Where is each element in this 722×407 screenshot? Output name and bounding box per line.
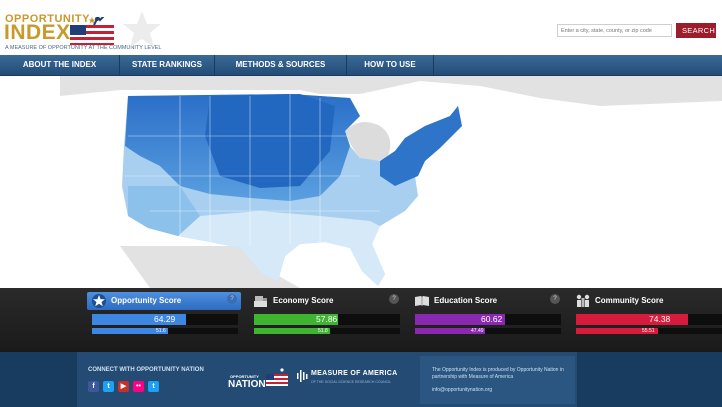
twitter-icon[interactable]: t <box>103 381 114 392</box>
upper-midwest-region[interactable] <box>205 94 335 188</box>
logo-word-index: INDEX <box>4 21 71 44</box>
nation-small-label: OPPORTUNITY <box>230 374 259 379</box>
footer-info-box <box>420 356 575 404</box>
education-benchmark-value: 47.49 <box>471 328 484 334</box>
search-input[interactable] <box>557 24 672 37</box>
economy-benchmark-bar: 51.8 <box>254 328 400 334</box>
star-icon <box>92 294 106 308</box>
opportunity-score-header[interactable]: Opportunity Score ? <box>87 292 241 310</box>
decorative-star-icon <box>123 11 161 47</box>
nav-how-to-use[interactable]: HOW TO USE <box>347 55 434 75</box>
southern-states-region[interactable] <box>178 211 385 286</box>
flag-icon <box>70 17 114 45</box>
us-opportunity-map[interactable] <box>0 76 722 288</box>
great-lakes <box>345 122 391 162</box>
economy-benchmark-value: 51.8 <box>318 328 328 334</box>
measure-of-america-sub: OF THE SOCIAL SCIENCE RESEARCH COUNCIL <box>311 380 392 384</box>
economy-score-label: Economy Score <box>273 296 334 305</box>
us-map-svg[interactable] <box>0 76 722 288</box>
cash-register-icon <box>254 296 267 307</box>
community-score-fill <box>576 314 688 325</box>
community-benchmark-bar: 55.51 <box>576 328 722 334</box>
economy-score-value: 57.86 <box>316 314 338 324</box>
youtube-icon[interactable]: ▶ <box>118 381 129 392</box>
community-score-label: Community Score <box>595 296 664 305</box>
opportunity-score-fill <box>92 314 186 325</box>
score-panel: Opportunity Score ? 64.29 51.6 Economy S… <box>0 288 722 352</box>
state-borders <box>125 94 380 246</box>
economy-score-bar: 57.86 <box>254 314 400 325</box>
opportunity-benchmark-bar: 51.6 <box>92 328 238 334</box>
help-icon[interactable]: ? <box>389 294 399 304</box>
economy-score-fill <box>254 314 338 325</box>
canada-landmass <box>60 76 722 106</box>
logo-word-opportunity: OPPORTUNITY <box>5 13 90 25</box>
education-score-value: 60.62 <box>481 314 503 324</box>
header: OPPORTUNITY INDEX A MEASURE OF OPPORTUNI… <box>0 0 722 55</box>
opportunity-score-value: 64.29 <box>154 314 176 324</box>
northeast-region[interactable] <box>380 106 462 186</box>
nation-flag-icon <box>266 368 288 386</box>
education-score-bar: 60.62 <box>415 314 561 325</box>
education-benchmark-fill <box>415 328 485 334</box>
opportunity-benchmark-value: 51.6 <box>156 328 166 334</box>
mexico-landmass <box>120 246 300 288</box>
people-icon <box>576 294 590 307</box>
twitter-icon[interactable]: t <box>148 381 159 392</box>
contact-email-link[interactable]: info@opportunitynation.org <box>432 387 493 393</box>
help-icon[interactable]: ? <box>550 294 560 304</box>
facebook-icon[interactable]: f <box>88 381 99 392</box>
education-benchmark-bar: 47.49 <box>415 328 561 334</box>
nav-about-the-index[interactable]: ABOUT THE INDEX <box>0 55 120 75</box>
opportunity-score-card[interactable]: Opportunity Score ? 64.29 51.6 <box>87 292 241 346</box>
economy-benchmark-fill <box>254 328 330 334</box>
economy-score-card[interactable]: Economy Score ? 57.86 51.8 <box>249 292 403 346</box>
produced-by-text: The Opportunity Index is produced by Opp… <box>432 367 564 380</box>
help-icon[interactable]: ? <box>227 294 237 304</box>
nav-state-rankings[interactable]: STATE RANKINGS <box>120 55 215 75</box>
community-score-bar: 74.38 <box>576 314 722 325</box>
connect-label: CONNECT WITH OPPORTUNITY NATION <box>88 367 204 373</box>
opportunity-benchmark-fill <box>92 328 168 334</box>
community-score-card[interactable]: Community Score ? 74.38 55.51 <box>571 292 722 346</box>
education-score-label: Education Score <box>434 296 498 305</box>
logo-tagline: A MEASURE OF OPPORTUNITY AT THE COMMUNIT… <box>5 45 162 51</box>
education-score-card[interactable]: Education Score ? 60.62 47.49 <box>410 292 564 346</box>
opportunity-index-logo[interactable]: OPPORTUNITY INDEX A MEASURE OF OPPORTUNI… <box>4 3 164 53</box>
community-score-header[interactable]: Community Score ? <box>571 292 722 310</box>
opportunity-score-bar: 64.29 <box>92 314 238 325</box>
main-nav: ABOUT THE INDEX STATE RANKINGS METHODS &… <box>0 55 722 76</box>
education-score-header[interactable]: Education Score ? <box>410 292 564 310</box>
nav-methods-sources[interactable]: METHODS & SOURCES <box>215 55 347 75</box>
nation-label: NATION <box>228 379 266 390</box>
flickr-icon[interactable]: •• <box>133 381 144 392</box>
community-score-value: 74.38 <box>649 314 671 324</box>
economy-score-header[interactable]: Economy Score ? <box>249 292 403 310</box>
community-benchmark-value: 55.51 <box>642 328 655 334</box>
book-icon <box>415 296 429 306</box>
community-benchmark-fill <box>576 328 658 334</box>
measure-of-america-icon <box>297 370 308 382</box>
opportunity-score-label: Opportunity Score <box>111 296 182 305</box>
measure-of-america-label[interactable]: MEASURE OF AMERICA <box>311 370 398 377</box>
education-score-fill <box>415 314 505 325</box>
search-button[interactable]: SEARCH <box>676 23 716 38</box>
